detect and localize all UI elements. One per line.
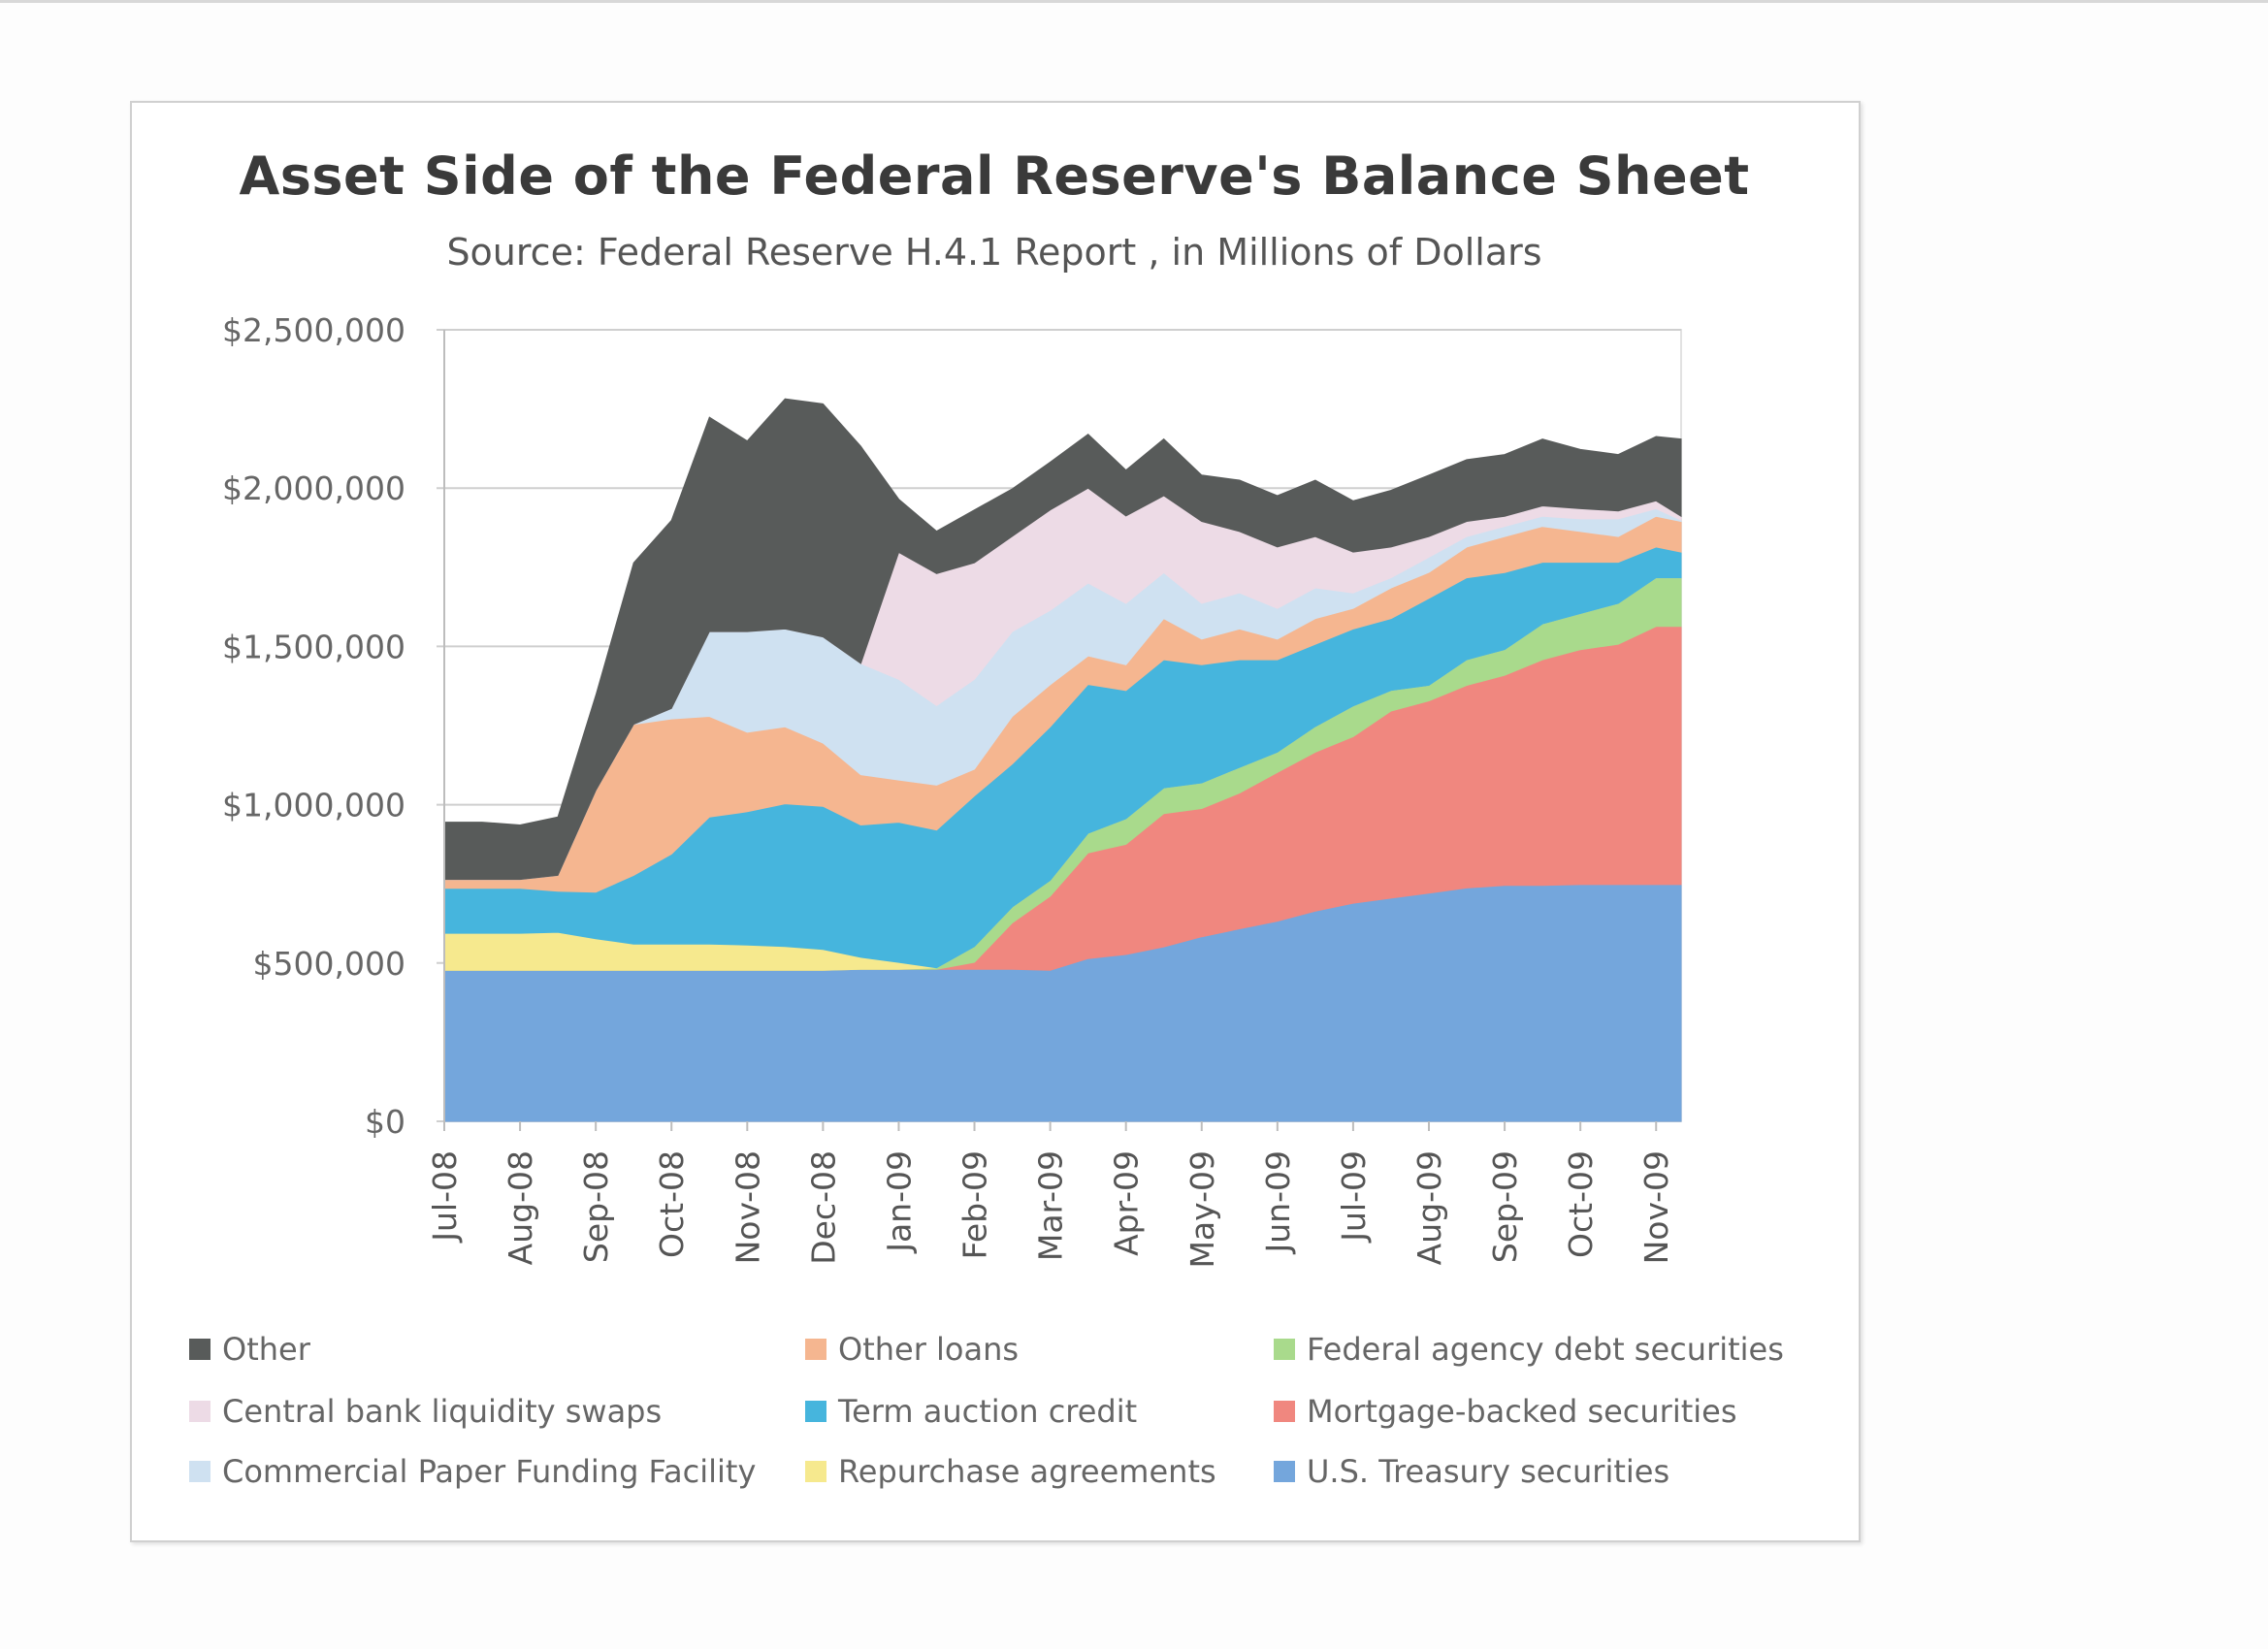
legend-swatch <box>805 1401 826 1422</box>
x-tick-label: May-09 <box>1183 1150 1221 1269</box>
legend-item: Mortgage-backed securities <box>1274 1393 1737 1430</box>
x-tick-label: Jun-09 <box>1259 1150 1297 1254</box>
legend-item: Other loans <box>805 1331 1019 1368</box>
legend-item: Repurchase agreements <box>805 1453 1216 1490</box>
y-tick-label: $2,500,000 <box>222 311 405 349</box>
area-other <box>443 398 1682 881</box>
x-tick-label: Nov-08 <box>729 1150 766 1264</box>
y-tick-label: $0 <box>365 1103 405 1141</box>
x-tick-label: Aug-09 <box>1410 1150 1448 1265</box>
scan-edge <box>0 0 2268 3</box>
x-tick-label: Jul-09 <box>1335 1150 1373 1244</box>
legend-item: Term auction credit <box>805 1393 1137 1430</box>
x-tick-label: Apr-09 <box>1108 1150 1146 1256</box>
legend-label: Other <box>222 1331 310 1368</box>
legend-item: Other <box>189 1331 310 1368</box>
legend-label: Repurchase agreements <box>838 1453 1216 1490</box>
legend-swatch <box>1274 1401 1295 1422</box>
legend: Other Central bank liquidity swaps Commerc… <box>189 1319 1838 1504</box>
x-tick-label: Feb-09 <box>956 1150 994 1259</box>
x-tick-label: Sep-09 <box>1486 1150 1524 1263</box>
legend-item: Federal agency debt securities <box>1274 1331 1784 1368</box>
legend-swatch <box>189 1401 211 1422</box>
chart-title: Asset Side of the Federal Reserve's Bala… <box>239 146 1750 207</box>
legend-item: Commercial Paper Funding Facility <box>189 1453 756 1490</box>
y-tick-label: $1,500,000 <box>222 628 405 665</box>
x-tick-label: Mar-09 <box>1032 1150 1070 1261</box>
legend-swatch <box>805 1461 826 1482</box>
y-tick-label: $1,000,000 <box>222 787 405 824</box>
legend-label: U.S. Treasury securities <box>1307 1453 1670 1490</box>
legend-swatch <box>189 1461 211 1482</box>
legend-swatch <box>805 1339 826 1360</box>
x-tick-label: Jul-08 <box>426 1150 464 1244</box>
legend-label: Mortgage-backed securities <box>1307 1393 1737 1430</box>
legend-label: Central bank liquidity swaps <box>222 1393 663 1430</box>
y-tick-label: $2,000,000 <box>222 469 405 507</box>
legend-swatch <box>1274 1461 1295 1482</box>
legend-label: Federal agency debt securities <box>1307 1331 1784 1368</box>
legend-item: U.S. Treasury securities <box>1274 1453 1669 1490</box>
x-tick-label: Sep-08 <box>577 1150 615 1263</box>
x-tick-label: Jan-09 <box>880 1150 918 1254</box>
y-tick-label: $500,000 <box>253 945 405 983</box>
legend-label: Term auction credit <box>838 1393 1138 1430</box>
x-tick-label: Aug-08 <box>502 1150 539 1265</box>
chart-subtitle: Source: Federal Reserve H.4.1 Report , i… <box>446 231 1542 274</box>
x-tick-label: Oct-09 <box>1562 1150 1600 1258</box>
legend-item: Central bank liquidity swaps <box>189 1393 662 1430</box>
x-tick-label: Nov-09 <box>1637 1150 1675 1264</box>
x-tick-label: Dec-08 <box>804 1150 842 1265</box>
legend-swatch <box>189 1339 211 1360</box>
legend-swatch <box>1274 1339 1295 1360</box>
legend-label: Other loans <box>838 1331 1020 1368</box>
x-tick-label: Oct-08 <box>653 1150 691 1258</box>
legend-label: Commercial Paper Funding Facility <box>222 1453 757 1490</box>
